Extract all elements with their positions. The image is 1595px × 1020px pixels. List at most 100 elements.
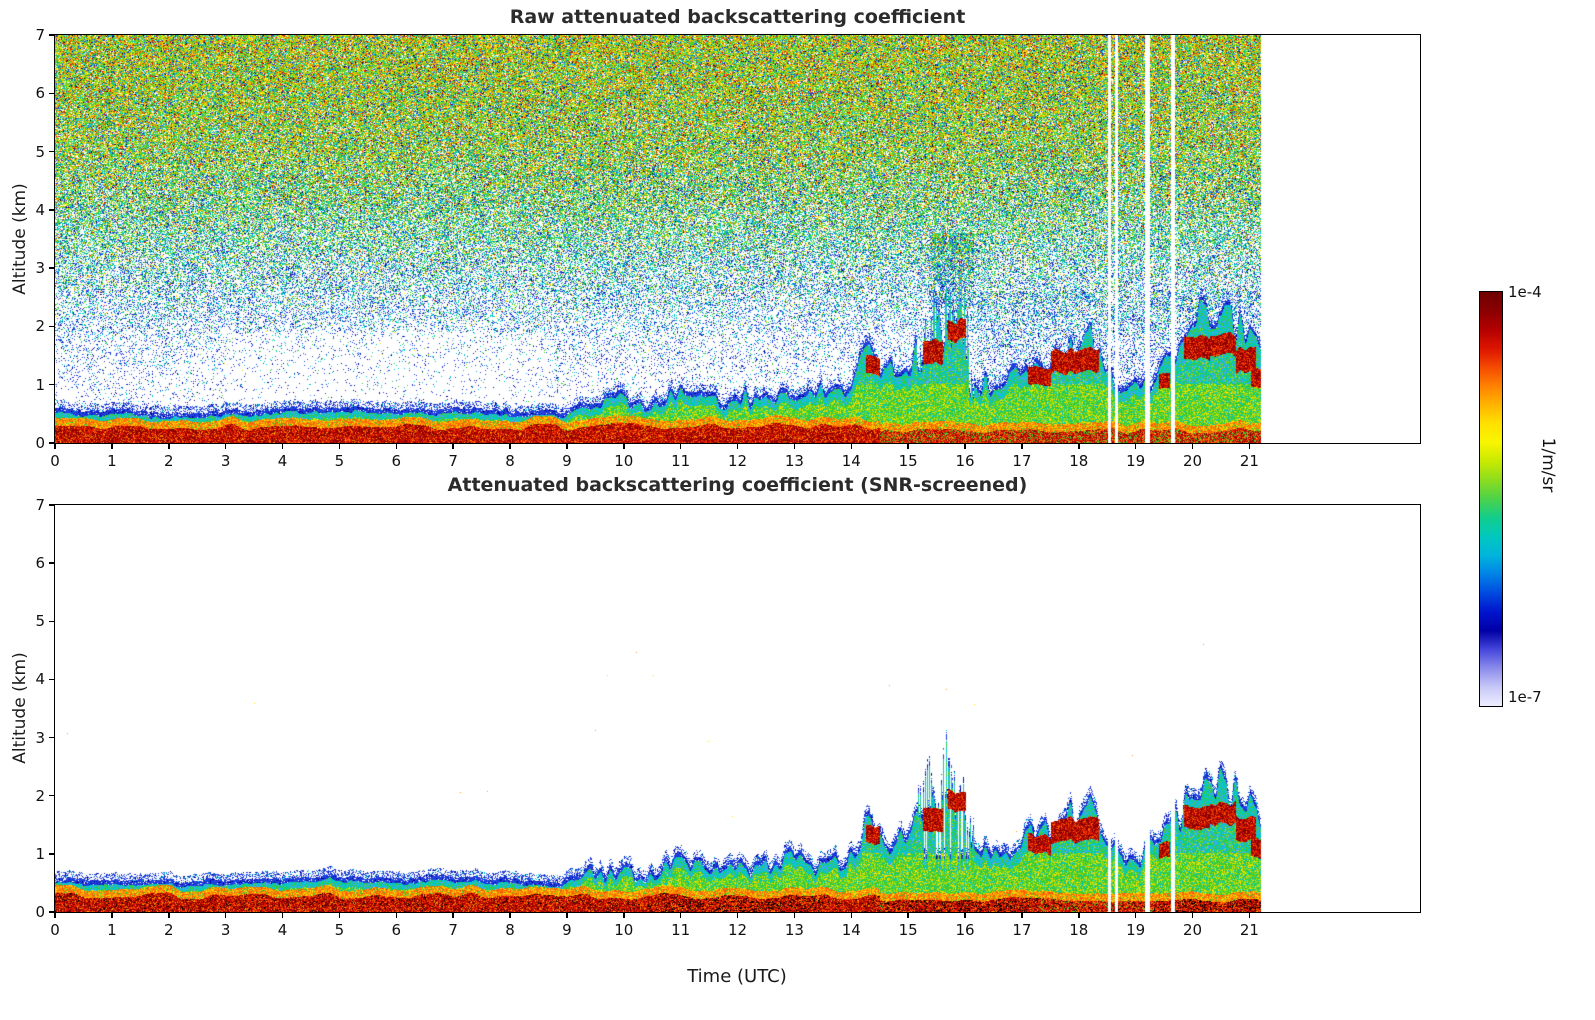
x-tick-label: 12	[727, 452, 748, 470]
x-tick-mark	[395, 443, 397, 449]
y-tick-mark	[49, 92, 55, 95]
x-tick-mark	[1248, 912, 1251, 918]
colorbar-gradient	[1480, 292, 1502, 706]
x-tick-mark	[1134, 912, 1137, 918]
x-tick-mark	[1248, 443, 1251, 449]
x-tick-label: 15	[898, 921, 918, 939]
x-tick-label: 0	[50, 452, 60, 470]
panel-raw-title: Raw attenuated backscattering coefficien…	[509, 6, 966, 28]
colorbar-min-label: 1e-7	[1508, 688, 1542, 706]
x-tick-label: 1	[107, 921, 117, 939]
x-tick-mark	[964, 912, 966, 918]
y-tick-mark	[49, 209, 55, 211]
x-tick-label: 7	[448, 921, 458, 939]
y-tick-mark	[49, 442, 55, 444]
y-tick-label: 7	[35, 26, 45, 44]
x-tick-label: 8	[505, 452, 515, 470]
x-tick-label: 18	[1069, 452, 1089, 470]
y-tick-label: 6	[35, 554, 45, 573]
x-tick-label: 14	[841, 921, 861, 939]
x-tick-mark	[1078, 443, 1080, 449]
y-tick-mark	[49, 150, 55, 153]
x-tick-mark	[793, 443, 796, 449]
y-tick-mark	[49, 325, 55, 328]
x-tick-label: 17	[1012, 921, 1032, 939]
y-tick-label: 1	[35, 844, 45, 863]
colorbar-unit-label: 1/m/sr	[1538, 437, 1558, 493]
y-tick-label: 1	[35, 375, 45, 394]
x-tick-label: 3	[220, 921, 231, 939]
x-tick-mark	[281, 443, 284, 449]
y-tick-mark	[49, 794, 55, 797]
y-tick-label: 6	[35, 84, 45, 103]
x-tick-label: 17	[1012, 452, 1032, 470]
y-tick-label: 0	[35, 434, 45, 452]
x-tick-label: 21	[1239, 921, 1259, 939]
x-tick-label: 4	[277, 921, 288, 939]
x-tick-mark	[1134, 443, 1137, 449]
y-tick-mark	[49, 34, 55, 36]
x-tick-label: 9	[562, 452, 572, 470]
x-tick-label: 12	[727, 921, 748, 939]
x-tick-mark	[1191, 912, 1194, 918]
raw-heatmap-canvas	[54, 34, 1420, 443]
x-tick-mark	[1021, 443, 1023, 449]
x-tick-mark	[679, 443, 682, 449]
x-tick-mark	[111, 912, 113, 918]
x-tick-mark	[623, 443, 625, 449]
y-tick-label: 4	[35, 200, 45, 219]
y-tick-label: 0	[35, 903, 45, 921]
y-tick-mark	[49, 911, 55, 913]
x-tick-label: 3	[220, 452, 231, 470]
x-tick-label: 6	[391, 921, 402, 939]
y-tick-mark	[49, 504, 55, 506]
x-tick-label: 18	[1069, 921, 1089, 939]
x-tick-mark	[793, 912, 796, 918]
x-tick-mark	[338, 443, 341, 449]
y-tick-mark	[49, 562, 55, 564]
x-tick-mark	[168, 912, 170, 918]
colorbar-max-label: 1e-4	[1508, 283, 1542, 301]
x-tick-mark	[623, 912, 625, 918]
x-tick-mark	[338, 912, 341, 918]
x-tick-label: 5	[334, 452, 345, 470]
x-tick-label: 16	[955, 921, 975, 939]
x-tick-mark	[509, 443, 511, 449]
x-tick-label: 14	[841, 452, 861, 470]
y-tick-label: 3	[35, 259, 45, 278]
x-axis-label: Time (UTC)	[687, 966, 787, 987]
x-tick-mark	[452, 443, 454, 449]
x-tick-label: 2	[163, 921, 174, 939]
x-tick-mark	[679, 912, 682, 918]
y-tick-mark	[49, 678, 55, 681]
y-tick-label: 5	[35, 612, 45, 631]
y-tick-mark	[49, 383, 55, 386]
y-tick-mark	[49, 620, 55, 623]
x-tick-label: 0	[50, 921, 60, 939]
x-tick-label: 19	[1126, 452, 1146, 470]
x-tick-label: 16	[955, 452, 975, 470]
x-tick-label: 5	[334, 921, 345, 939]
x-tick-mark	[224, 912, 227, 918]
y-tick-label: 5	[35, 142, 45, 161]
panel-screened-axes	[53, 503, 1421, 913]
x-tick-mark	[54, 912, 56, 918]
x-tick-mark	[964, 443, 966, 449]
y-tick-label: 2	[35, 786, 45, 805]
x-tick-label: 1	[107, 452, 117, 470]
x-tick-mark	[1078, 912, 1080, 918]
x-tick-mark	[452, 912, 454, 918]
x-tick-mark	[509, 912, 511, 918]
x-tick-label: 20	[1182, 921, 1203, 939]
x-tick-mark	[281, 912, 284, 918]
x-tick-label: 10	[614, 921, 634, 939]
x-tick-label: 7	[448, 452, 458, 470]
x-tick-mark	[907, 443, 909, 449]
x-tick-mark	[168, 443, 170, 449]
y-tick-label: 4	[35, 670, 45, 689]
x-tick-label: 19	[1126, 921, 1146, 939]
x-tick-label: 9	[562, 921, 572, 939]
x-tick-mark	[54, 443, 56, 449]
x-tick-mark	[850, 912, 852, 918]
